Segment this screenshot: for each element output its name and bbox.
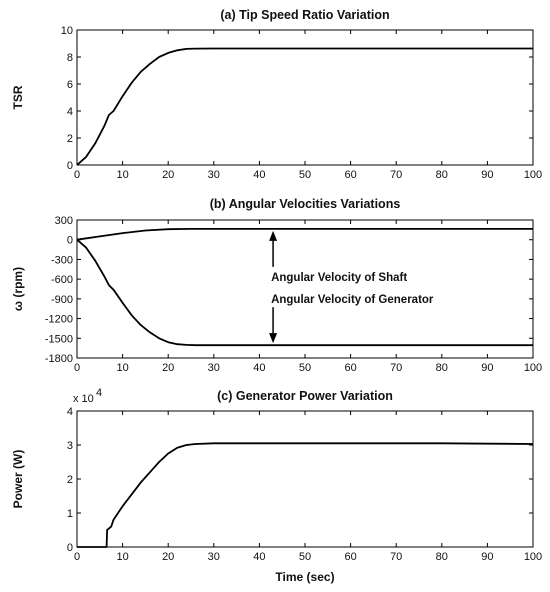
series-line-0 <box>76 227 533 241</box>
y-tick-label: 2 <box>67 474 73 486</box>
plot-frame <box>76 410 534 548</box>
x-tick-label: 40 <box>253 551 265 563</box>
x-tick-label: 30 <box>208 169 220 181</box>
y-tick-label: 300 <box>55 215 73 227</box>
x-tick-label: 10 <box>116 362 128 374</box>
x-tick-label: 90 <box>481 551 493 563</box>
x-tick-label: 20 <box>162 362 174 374</box>
x-tick-label: 100 <box>524 362 542 374</box>
series-line-0 <box>77 442 534 548</box>
arrow-shaft-head <box>269 230 278 241</box>
annotation-generator: Angular Velocity of Generator <box>271 294 434 306</box>
y-axis-exponent: x 10 <box>73 393 94 405</box>
chart-title: (b) Angular Velocities Variations <box>210 197 401 211</box>
x-tick-label: 40 <box>253 169 265 181</box>
y-tick-label: 4 <box>67 106 73 118</box>
x-tick-label: 20 <box>162 169 174 181</box>
x-tick-label: 60 <box>344 551 356 563</box>
x-tick-label: 50 <box>299 362 311 374</box>
x-tick-label: 100 <box>524 169 542 181</box>
x-tick-label: 100 <box>524 551 542 563</box>
y-tick-label: 0 <box>67 235 73 247</box>
x-tick-label: 0 <box>74 551 80 563</box>
y-axis-exponent-power: 4 <box>96 387 102 399</box>
x-tick-label: 70 <box>390 169 402 181</box>
x-tick-label: 70 <box>390 362 402 374</box>
arrow-generator-head <box>269 333 278 344</box>
series-line-1 <box>76 239 533 347</box>
x-tick-label: 30 <box>208 551 220 563</box>
y-tick-label: -1500 <box>45 333 73 345</box>
y-tick-label: -300 <box>51 254 73 266</box>
series-line-0 <box>76 47 533 166</box>
y-tick-label: -900 <box>51 294 73 306</box>
chart-title: (a) Tip Speed Ratio Variation <box>220 8 389 22</box>
x-tick-label: 40 <box>253 362 265 374</box>
x-tick-label: 60 <box>344 362 356 374</box>
x-tick-label: 10 <box>116 169 128 181</box>
x-tick-label: 0 <box>74 169 80 181</box>
y-tick-label: 3 <box>67 440 73 452</box>
y-axis-label: TSR <box>11 85 25 109</box>
y-tick-label: 2 <box>67 133 73 145</box>
plot-frame <box>76 219 534 359</box>
y-tick-label: 10 <box>61 25 73 37</box>
annotation-shaft: Angular Velocity of Shaft <box>271 272 407 284</box>
y-tick-label: 1 <box>67 508 73 520</box>
plot-frame <box>76 29 534 166</box>
x-tick-label: 80 <box>436 551 448 563</box>
x-tick-label: 80 <box>436 362 448 374</box>
x-tick-label: 20 <box>162 551 174 563</box>
chart-title: (c) Generator Power Variation <box>217 389 393 403</box>
y-axis-label: Power (W) <box>11 450 25 509</box>
y-tick-label: -600 <box>51 274 73 286</box>
x-tick-label: 50 <box>299 169 311 181</box>
x-tick-label: 70 <box>390 551 402 563</box>
y-tick-label: -1200 <box>45 314 73 326</box>
x-tick-label: 80 <box>436 169 448 181</box>
x-tick-label: 90 <box>481 169 493 181</box>
x-tick-label: 30 <box>208 362 220 374</box>
chart-panel-1: (b) Angular Velocities Variations 0 10 20 30… <box>11 197 542 374</box>
y-axis-label: ω (rpm) <box>11 267 25 311</box>
y-tick-label: 8 <box>67 52 73 64</box>
x-tick-label: 0 <box>74 362 80 374</box>
y-tick-label: -1800 <box>45 353 73 365</box>
y-tick-label: 6 <box>67 79 73 91</box>
y-tick-label: 0 <box>67 542 73 554</box>
y-tick-label: 4 <box>67 406 73 418</box>
x-tick-label: 90 <box>481 362 493 374</box>
y-tick-label: 0 <box>67 160 73 172</box>
x-axis-label: Time (sec) <box>275 570 334 584</box>
x-tick-label: 10 <box>116 551 128 563</box>
x-tick-label: 50 <box>299 551 311 563</box>
x-tick-label: 60 <box>344 169 356 181</box>
